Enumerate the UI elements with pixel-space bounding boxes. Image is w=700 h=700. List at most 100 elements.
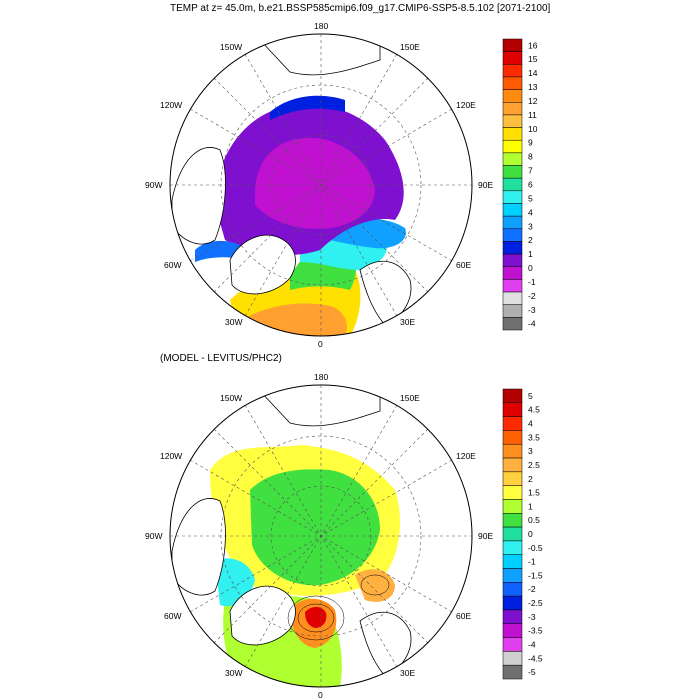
contour-lines bbox=[287, 574, 390, 641]
colorbar-label: 1.5 bbox=[528, 488, 540, 498]
colorbar-label: 1 bbox=[528, 249, 533, 259]
colorbar-swatch bbox=[502, 64, 523, 78]
colorbar-swatch bbox=[502, 304, 523, 318]
colorbar-label: 2.5 bbox=[528, 460, 540, 470]
colorbar-swatch bbox=[502, 485, 523, 500]
lon-label: 90W bbox=[145, 531, 162, 541]
lon-label: 30E bbox=[400, 668, 415, 678]
colorbar-swatch bbox=[502, 499, 523, 514]
colorbar-label: 15 bbox=[528, 54, 538, 64]
warm-anomaly-red bbox=[305, 606, 327, 628]
lon-label: 0 bbox=[318, 339, 323, 349]
lon-label: 60E bbox=[456, 260, 471, 270]
scandinavia-land bbox=[359, 261, 412, 326]
lon-label: 30W bbox=[225, 317, 242, 327]
colorbar-label: 16 bbox=[528, 40, 538, 50]
lon-label: 60W bbox=[164, 611, 181, 621]
colorbar-swatch bbox=[502, 402, 523, 417]
colorbar-swatch bbox=[502, 102, 523, 116]
colorbar-label: 0.5 bbox=[528, 515, 540, 525]
colorbar-swatch bbox=[502, 595, 523, 611]
map-title: TEMP at z= 45.0m, b.e21.BSSP585cmip6.f09… bbox=[170, 3, 551, 14]
colorbar-swatch bbox=[502, 664, 523, 680]
colorbar-swatch bbox=[502, 291, 523, 305]
colorbar-swatch bbox=[502, 127, 523, 141]
colorbar-label: 0 bbox=[528, 529, 533, 539]
colorbar-label: 9 bbox=[528, 138, 533, 148]
colorbar-swatch bbox=[502, 241, 523, 255]
colorbar-label: -2 bbox=[528, 291, 536, 301]
colorbar-label: -4.5 bbox=[528, 653, 543, 663]
colorbar-swatch bbox=[502, 471, 523, 486]
colorbar-label: 1 bbox=[528, 501, 533, 511]
colorbar-label: 4 bbox=[528, 419, 533, 429]
colorbar-label: 7 bbox=[528, 166, 533, 176]
colorbar-swatch bbox=[502, 165, 523, 179]
scandinavia-land bbox=[359, 612, 412, 677]
colorbar-label: 3 bbox=[528, 221, 533, 231]
colorbar-label: -3.5 bbox=[528, 626, 543, 636]
colorbar-label: 2 bbox=[528, 235, 533, 245]
colorbar-swatch bbox=[502, 203, 523, 217]
colorbar-swatch bbox=[502, 416, 523, 431]
colorbar-label: 5 bbox=[528, 193, 533, 203]
lon-label: 60E bbox=[456, 611, 471, 621]
basin-green-region bbox=[250, 469, 380, 586]
colorbar-swatch bbox=[502, 637, 523, 652]
difference-map-title: (MODEL - LEVITUS/PHC2) bbox=[160, 353, 282, 364]
bering-blue-band bbox=[270, 95, 345, 120]
colorbar-swatch bbox=[502, 279, 523, 293]
colorbar-swatch bbox=[502, 38, 523, 52]
colorbar-swatch bbox=[502, 388, 523, 404]
colorbar-swatch bbox=[502, 139, 523, 154]
colorbar-swatch bbox=[502, 623, 523, 638]
colorbar-swatch bbox=[502, 609, 523, 625]
colorbar-swatch bbox=[502, 190, 523, 204]
lon-label: 60W bbox=[164, 260, 181, 270]
colorbar-label: 2 bbox=[528, 474, 533, 484]
colorbar-swatch bbox=[502, 114, 523, 128]
lon-label: 150E bbox=[400, 42, 420, 52]
colorbar-label: -4 bbox=[528, 319, 536, 329]
colorbar-label: 4 bbox=[528, 207, 533, 217]
colorbar-label: 12 bbox=[528, 96, 538, 106]
colorbar-label: 11 bbox=[528, 110, 537, 120]
canada-land bbox=[171, 147, 226, 245]
colorbar-bottom: 5 4.5 4 3.5 3 2.5 2 1.5 1 0.5 0 -0.5 -1 -1.5 -2 -2.5 -3 -… bbox=[502, 388, 543, 680]
lon-label: 120W bbox=[160, 100, 182, 110]
colorbar-label: 0 bbox=[528, 263, 533, 273]
colorbar-swatch bbox=[502, 89, 523, 103]
colorbar-swatch bbox=[502, 76, 523, 90]
colorbar-label: -5 bbox=[528, 667, 536, 677]
colorbar-swatch bbox=[502, 526, 523, 542]
lon-label: 180 bbox=[314, 21, 328, 31]
lon-label: 90W bbox=[145, 180, 162, 190]
colorbar-swatch bbox=[502, 152, 523, 166]
colorbar-swatch bbox=[502, 253, 523, 267]
polar-map-bottom: 180 150E 120E 90E 60E 30E 0 30W 60W 90W … bbox=[145, 372, 493, 700]
graticule-top bbox=[170, 34, 472, 336]
colorbar-label: 4.5 bbox=[528, 405, 540, 415]
colorbar-label: -1 bbox=[528, 557, 536, 567]
colorbar-swatch bbox=[502, 266, 523, 280]
lon-label: 120E bbox=[456, 451, 476, 461]
lon-label: 90E bbox=[478, 180, 493, 190]
colorbar-label: 8 bbox=[528, 152, 533, 162]
colorbar-swatch bbox=[502, 568, 523, 583]
colorbar-swatch bbox=[502, 177, 523, 192]
colorbar-label: -3 bbox=[528, 612, 536, 622]
colorbar-swatch bbox=[502, 457, 523, 473]
colorbar-swatch bbox=[502, 228, 523, 242]
lon-label: 0 bbox=[318, 690, 323, 700]
colorbar-label: -2 bbox=[528, 584, 536, 594]
lon-label: 120E bbox=[456, 100, 476, 110]
colorbar-swatch bbox=[502, 430, 523, 445]
lon-label: 30E bbox=[400, 317, 415, 327]
colorbar-label: -4 bbox=[528, 639, 536, 649]
colorbar-swatch bbox=[502, 317, 523, 331]
canada-land bbox=[171, 498, 226, 596]
colorbar-swatch bbox=[502, 513, 523, 528]
hudson-blue-region bbox=[195, 240, 240, 262]
lon-label: 120W bbox=[160, 451, 182, 461]
